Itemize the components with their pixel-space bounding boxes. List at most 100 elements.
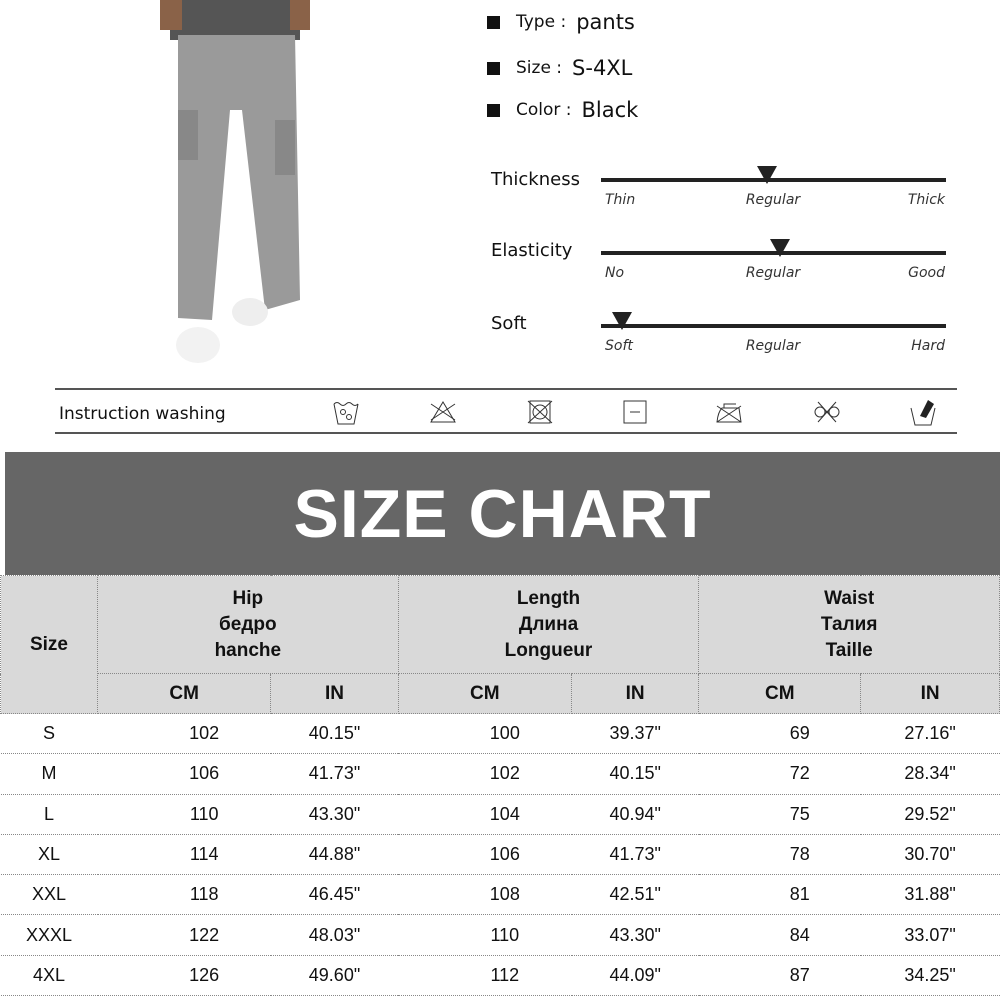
measurement-cell: 112 xyxy=(398,955,572,997)
slider-track-elasticity xyxy=(601,239,946,257)
spec-2: Color : Black xyxy=(487,98,638,122)
table-row: 4XL 126 49.60" 112 44.09" 87 34.25" xyxy=(0,955,1000,997)
slider-tick-label: Hard xyxy=(911,338,945,354)
bullet-square-icon xyxy=(487,15,500,29)
measurement-cell: 75 xyxy=(698,794,861,835)
spec-label: Color : xyxy=(516,100,572,120)
spec-label: Type : xyxy=(516,12,567,32)
group-header-line: hanche xyxy=(214,639,282,661)
measurement-cell: 69 xyxy=(698,713,861,755)
bullet-square-icon xyxy=(487,61,500,75)
unit-header-in: IN xyxy=(270,673,399,714)
measurement-cell: 48.03" xyxy=(270,914,399,956)
table-row: M 106 41.73" 102 40.15" 72 28.34" xyxy=(0,753,1000,795)
size-cell: 4XL xyxy=(0,955,98,997)
product-photo-pants xyxy=(160,0,310,363)
measurement-cell: 106 xyxy=(97,753,271,795)
slider-thickness-label: Thickness xyxy=(491,169,580,190)
slider-tick-label: Soft xyxy=(605,338,633,354)
size-cell: XXL xyxy=(0,874,98,916)
size-header: Size xyxy=(0,575,98,714)
size-cell: M xyxy=(0,753,98,795)
spec-value: S-4XL xyxy=(572,56,633,80)
slider-track-soft xyxy=(601,312,946,330)
measurement-cell: 28.34" xyxy=(860,753,1000,795)
slider-marker-icon xyxy=(770,239,791,257)
measurement-cell: 41.73" xyxy=(270,753,399,795)
measurement-cell: 30.70" xyxy=(860,834,1000,876)
hip-header: Hip бедро hanche xyxy=(97,575,399,674)
table-row: S 102 40.15" 100 39.37" 69 27.16" xyxy=(0,713,1000,755)
measurement-cell: 110 xyxy=(97,794,271,835)
unit-header-in: IN xyxy=(570,673,700,714)
measurement-cell: 84 xyxy=(698,914,861,956)
slider-tick-label: No xyxy=(605,265,625,281)
spec-label: Size : xyxy=(516,58,563,78)
dry-flat-icon xyxy=(623,400,647,424)
measurement-cell: 108 xyxy=(398,874,572,916)
measurement-cell: 49.60" xyxy=(270,955,399,997)
slider-marker-icon xyxy=(756,166,777,184)
size-chart-table: Size Hip бедро hanche Length Длина Longueur … xyxy=(0,575,1000,997)
measurement-cell: 40.15" xyxy=(571,753,699,795)
slider-track-thickness xyxy=(601,166,946,184)
measurement-cell: 43.30" xyxy=(270,794,399,835)
slider-marker-icon xyxy=(611,312,632,330)
measurement-cell: 114 xyxy=(97,834,271,876)
slider-tick-label: Thin xyxy=(605,192,636,208)
table-row: L 110 43.30" 104 40.94" 75 29.52" xyxy=(0,794,1000,835)
group-header-line: Hip xyxy=(232,587,264,609)
measurement-cell: 102 xyxy=(97,713,271,755)
measurement-cell: 110 xyxy=(398,914,572,956)
measurement-cell: 100 xyxy=(398,713,572,755)
measurement-cell: 41.73" xyxy=(571,834,699,876)
slider-elasticity-label: Elasticity xyxy=(491,240,573,261)
measurement-cell: 46.45" xyxy=(270,874,399,916)
group-header-line: Length xyxy=(516,587,581,609)
size-cell: XL xyxy=(0,834,98,876)
group-header-line: Taille xyxy=(825,639,873,661)
waist-header: Waist Талия Taille xyxy=(698,575,1000,674)
slider-tick-label: Good xyxy=(908,265,945,281)
table-row: XXXL 122 48.03" 110 43.30" 84 33.07" xyxy=(0,914,1000,956)
measurement-cell: 106 xyxy=(398,834,572,876)
slider-soft-label: Soft xyxy=(491,313,527,334)
measurement-cell: 126 xyxy=(97,955,271,997)
group-header-line: Longueur xyxy=(504,639,593,661)
table-row: XXL 118 46.45" 108 42.51" 81 31.88" xyxy=(0,874,1000,916)
measurement-cell: 29.52" xyxy=(860,794,1000,835)
measurement-cell: 40.15" xyxy=(270,713,399,755)
measurement-cell: 42.51" xyxy=(571,874,699,916)
hand-wash-icon xyxy=(333,402,359,425)
unit-header-cm: CM xyxy=(397,673,573,714)
measurement-cell: 87 xyxy=(698,955,861,997)
length-header: Length Длина Longueur xyxy=(397,575,700,674)
measurement-cell: 39.37" xyxy=(571,713,699,755)
group-header-line: бедро xyxy=(219,613,277,635)
group-header-line: Waist xyxy=(824,587,875,609)
group-header-line: Длина xyxy=(518,613,579,635)
measurement-cell: 34.25" xyxy=(860,955,1000,997)
hand-wash-glove-icon xyxy=(910,400,936,426)
spec-1: Size : S-4XL xyxy=(487,56,632,80)
measurement-cell: 44.09" xyxy=(571,955,699,997)
measurement-cell: 102 xyxy=(398,753,572,795)
spec-0: Type : pants xyxy=(487,10,635,34)
spec-value: Black xyxy=(581,98,639,122)
measurement-cell: 44.88" xyxy=(270,834,399,876)
spec-value: pants xyxy=(576,10,635,34)
slider-tick-label: Regular xyxy=(745,265,801,281)
measurement-cell: 72 xyxy=(698,753,861,795)
size-cell: XXXL xyxy=(0,914,98,956)
measurement-cell: 40.94" xyxy=(571,794,699,835)
measurement-cell: 78 xyxy=(698,834,861,876)
unit-header-cm: CM xyxy=(96,673,272,714)
do-not-wring-icon xyxy=(814,401,840,423)
slider-tick-label: Regular xyxy=(745,192,801,208)
bullet-square-icon xyxy=(487,103,500,117)
unit-header-in: IN xyxy=(860,673,1000,714)
size-cell: S xyxy=(0,713,98,755)
do-not-tumble-dry-icon xyxy=(527,400,553,424)
measurement-cell: 104 xyxy=(398,794,572,835)
measurement-cell: 118 xyxy=(97,874,271,916)
